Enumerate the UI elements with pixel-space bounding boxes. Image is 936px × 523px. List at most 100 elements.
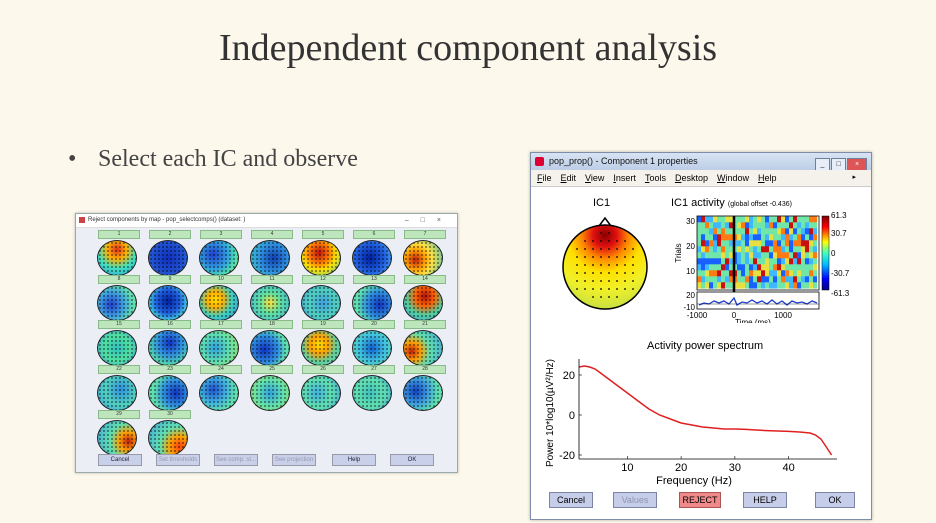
component-scalp-map[interactable] (403, 285, 443, 321)
component-map[interactable]: 13 (349, 275, 395, 323)
component-number-button[interactable]: 23 (149, 365, 191, 374)
component-map[interactable]: 15 (94, 320, 140, 368)
component-scalp-map[interactable] (403, 375, 443, 411)
component-map[interactable]: 21 (400, 320, 446, 368)
component-map[interactable]: 12 (298, 275, 344, 323)
component-scalp-map[interactable] (148, 240, 188, 276)
component-scalp-map[interactable] (97, 285, 137, 321)
left-button-help[interactable]: Help (332, 454, 376, 466)
menu-view[interactable]: View (585, 173, 605, 183)
component-scalp-map[interactable] (148, 375, 188, 411)
component-map[interactable]: 3 (196, 230, 242, 278)
component-scalp-map[interactable] (148, 330, 188, 366)
help-button[interactable]: HELP (743, 492, 787, 508)
component-number-button[interactable]: 4 (251, 230, 293, 239)
component-number-button[interactable]: 26 (302, 365, 344, 374)
menu-file[interactable]: File (537, 173, 552, 183)
component-number-button[interactable]: 3 (200, 230, 242, 239)
component-scalp-map[interactable] (97, 420, 137, 456)
component-scalp-map[interactable] (403, 240, 443, 276)
component-number-button[interactable]: 13 (353, 275, 395, 284)
toolbar-toggle-icon[interactable]: ▸ (852, 174, 856, 181)
menu-window[interactable]: Window (716, 173, 749, 183)
component-number-button[interactable]: 7 (404, 230, 446, 239)
component-scalp-map[interactable] (97, 330, 137, 366)
component-scalp-map[interactable] (199, 240, 239, 276)
component-scalp-map[interactable] (199, 330, 239, 366)
component-map[interactable]: 20 (349, 320, 395, 368)
component-map[interactable]: 18 (247, 320, 293, 368)
menu-insert[interactable]: Insert (613, 173, 636, 183)
left-button-see-projection[interactable]: See projection (272, 454, 316, 466)
component-number-button[interactable]: 21 (404, 320, 446, 329)
component-scalp-map[interactable] (352, 375, 392, 411)
component-scalp-map[interactable] (97, 375, 137, 411)
component-map[interactable]: 2 (145, 230, 191, 278)
component-map[interactable]: 8 (94, 275, 140, 323)
component-map[interactable]: 5 (298, 230, 344, 278)
component-map[interactable]: 24 (196, 365, 242, 413)
component-scalp-map[interactable] (352, 330, 392, 366)
component-scalp-map[interactable] (250, 330, 290, 366)
component-scalp-map[interactable] (97, 240, 137, 276)
component-number-button[interactable]: 5 (302, 230, 344, 239)
component-map[interactable]: 28 (400, 365, 446, 413)
component-map[interactable]: 7 (400, 230, 446, 278)
component-scalp-map[interactable] (250, 240, 290, 276)
values-button[interactable]: Values (613, 492, 657, 508)
component-scalp-map[interactable] (352, 240, 392, 276)
component-scalp-map[interactable] (199, 285, 239, 321)
component-number-button[interactable]: 12 (302, 275, 344, 284)
component-map[interactable]: 4 (247, 230, 293, 278)
component-map[interactable]: 27 (349, 365, 395, 413)
component-map[interactable]: 10 (196, 275, 242, 323)
component-map[interactable]: 6 (349, 230, 395, 278)
component-map[interactable]: 23 (145, 365, 191, 413)
component-scalp-map[interactable] (301, 375, 341, 411)
component-number-button[interactable]: 9 (149, 275, 191, 284)
component-scalp-map[interactable] (301, 285, 341, 321)
component-number-button[interactable]: 29 (98, 410, 140, 419)
component-number-button[interactable]: 24 (200, 365, 242, 374)
component-scalp-map[interactable] (148, 420, 188, 456)
component-map[interactable]: 11 (247, 275, 293, 323)
menu-edit[interactable]: Edit (560, 173, 577, 183)
component-number-button[interactable]: 14 (404, 275, 446, 284)
component-number-button[interactable]: 22 (98, 365, 140, 374)
component-number-button[interactable]: 30 (149, 410, 191, 419)
component-scalp-map[interactable] (199, 375, 239, 411)
component-number-button[interactable]: 27 (353, 365, 395, 374)
component-number-button[interactable]: 28 (404, 365, 446, 374)
component-scalp-map[interactable] (250, 375, 290, 411)
component-scalp-map[interactable] (403, 330, 443, 366)
component-map[interactable]: 1 (94, 230, 140, 278)
component-map[interactable]: 14 (400, 275, 446, 323)
component-scalp-map[interactable] (250, 285, 290, 321)
component-map[interactable]: 19 (298, 320, 344, 368)
component-map[interactable]: 22 (94, 365, 140, 413)
left-window-controls[interactable]: –□× (404, 217, 453, 224)
component-map[interactable]: 25 (247, 365, 293, 413)
component-number-button[interactable]: 20 (353, 320, 395, 329)
component-number-button[interactable]: 15 (98, 320, 140, 329)
component-scalp-map[interactable] (148, 285, 188, 321)
left-button-cancel[interactable]: Cancel (98, 454, 142, 466)
component-number-button[interactable]: 17 (200, 320, 242, 329)
menu-help[interactable]: Help (758, 173, 777, 183)
component-number-button[interactable]: 10 (200, 275, 242, 284)
component-map[interactable]: 9 (145, 275, 191, 323)
menu-tools[interactable]: Tools (644, 173, 666, 183)
maximize-icon[interactable]: □ (831, 158, 846, 171)
component-number-button[interactable]: 1 (98, 230, 140, 239)
component-number-button[interactable]: 6 (353, 230, 395, 239)
component-number-button[interactable]: 18 (251, 320, 293, 329)
left-button-ok[interactable]: OK (390, 454, 434, 466)
reject-button[interactable]: REJECT (679, 492, 721, 508)
component-scalp-map[interactable] (301, 330, 341, 366)
component-map[interactable]: 16 (145, 320, 191, 368)
left-button-see-comp-st[interactable]: See comp. st... (214, 454, 258, 466)
component-number-button[interactable]: 19 (302, 320, 344, 329)
component-number-button[interactable]: 8 (98, 275, 140, 284)
component-number-button[interactable]: 25 (251, 365, 293, 374)
ok-button[interactable]: OK (815, 492, 855, 508)
